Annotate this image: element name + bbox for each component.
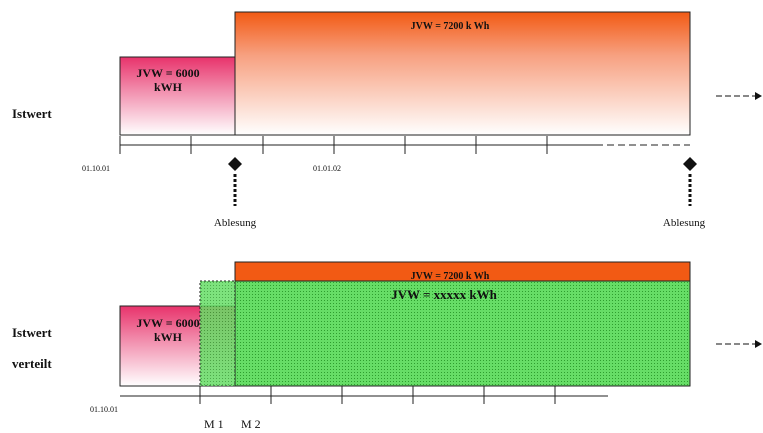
top-box-6000-label-line1: JVW = 6000 — [136, 66, 199, 80]
top-box-6000 — [119, 56, 236, 136]
top-timeline-ticks — [119, 136, 548, 154]
diamond-icon — [683, 157, 697, 171]
bottom-box-distributed-overlap — [199, 280, 236, 387]
top-box-6000-label-line2: kWH — [154, 80, 183, 94]
bottom-box-7200-label: JVW = 7200 k Wh — [411, 271, 490, 282]
top-box-7200 — [234, 11, 691, 136]
bottom-row-label-1: Istwert — [12, 325, 52, 340]
top-row-label: Istwert — [12, 106, 52, 121]
bottom-box-6000-label-line2: kWH — [154, 330, 183, 344]
bottom-marker-m1: M 1 — [204, 417, 224, 431]
top-date-mid: 01.01.02 — [313, 164, 341, 173]
bottom-date-start: 01.10.01 — [90, 405, 118, 414]
bottom-box-distributed-label: JVW = xxxxx kWh — [391, 287, 498, 302]
reading-marker-right — [683, 157, 697, 206]
bottom-row-label-2: verteilt — [12, 356, 52, 371]
bottom-timeline-ticks — [199, 386, 556, 404]
top-date-start: 01.10.01 — [82, 164, 110, 173]
bottom-box-6000-label-line1: JVW = 6000 — [136, 316, 199, 330]
top-box-7200-label: JVW = 7200 k Wh — [411, 21, 490, 32]
reading-label-right: Ablesung — [663, 217, 706, 229]
bottom-diagram: JVW = 7200 k Wh JVW = 6000 kWH JVW = xxx… — [12, 261, 762, 431]
continuation-arrow-icon — [716, 92, 762, 100]
bottom-marker-m2: M 2 — [241, 417, 261, 431]
top-diagram: JVW = 7200 k Wh JVW = 6000 kWH Istwert 0… — [12, 11, 762, 229]
reading-marker-left — [228, 157, 242, 206]
continuation-arrow-icon — [716, 340, 762, 348]
bottom-box-distributed — [234, 280, 691, 387]
reading-label-left: Ablesung — [214, 217, 257, 229]
diamond-icon — [228, 157, 242, 171]
